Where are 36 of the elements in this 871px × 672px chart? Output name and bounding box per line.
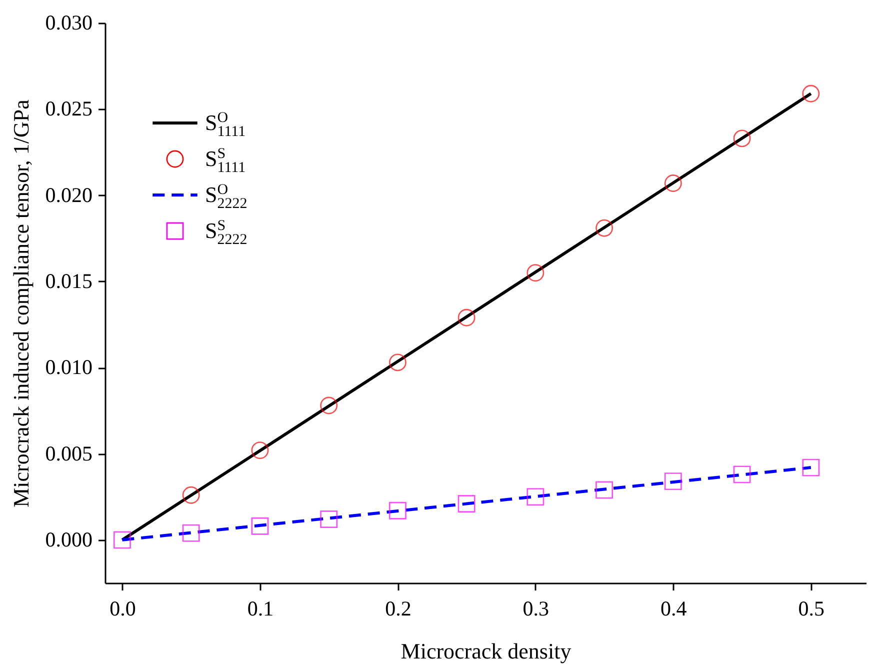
y-tick-label: 0.030 (45, 10, 92, 34)
point (664, 174, 682, 192)
y-axis-title: Microcrack induced compliance tensor, 1/GPa (8, 99, 34, 508)
point (526, 488, 544, 506)
point (251, 517, 269, 535)
point (114, 531, 131, 549)
y-tick-label: 0.000 (45, 527, 92, 552)
x-tick-label: 0.5 (798, 596, 825, 620)
point (458, 308, 476, 326)
x-tick-label: 0.4 (660, 596, 688, 620)
point (182, 486, 200, 504)
x-tick-label: 0.3 (522, 596, 550, 620)
y-tick-label: 0.010 (45, 355, 92, 380)
point (596, 481, 614, 499)
point (320, 510, 338, 528)
point (458, 495, 476, 512)
point (320, 396, 338, 414)
y-tick-label: 0.015 (45, 268, 92, 293)
x-axis-title: Microcrack density (400, 638, 572, 664)
point (733, 130, 751, 148)
point (733, 466, 751, 484)
point (664, 472, 682, 490)
point (182, 524, 200, 542)
point (388, 354, 406, 372)
x-tick-label: 0.2 (385, 596, 412, 620)
point (526, 264, 544, 282)
point (388, 502, 406, 520)
y-tick-label: 0.025 (45, 96, 92, 121)
point (802, 458, 820, 476)
x-tick-label: 0.1 (247, 596, 274, 620)
point (251, 442, 269, 460)
y-tick-label: 0.020 (45, 182, 92, 207)
x-tick-label: 0.0 (110, 596, 136, 620)
point (802, 84, 820, 102)
y-tick-label: 0.005 (45, 441, 92, 466)
point (596, 219, 614, 237)
